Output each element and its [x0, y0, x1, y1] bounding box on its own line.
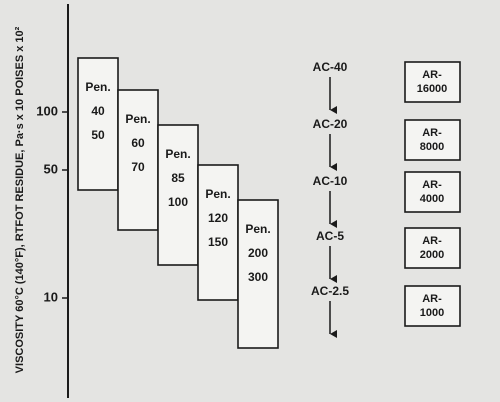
- ar-box: [404, 119, 461, 161]
- ar-box: [404, 171, 461, 213]
- tick-label: 50: [44, 161, 58, 176]
- pen-box: [77, 57, 119, 191]
- pen-high: 300: [248, 270, 268, 284]
- y-axis-label: VISCOSITY 60°C (140°F), RTFOT RESIDUE, P…: [14, 26, 26, 373]
- pen-low: 40: [91, 104, 105, 118]
- pen-low: 60: [131, 136, 145, 150]
- pen-label: Pen.: [85, 80, 110, 94]
- pen-box: [157, 124, 199, 266]
- ar-box: [404, 61, 461, 103]
- ar-label: AR-2000: [420, 235, 444, 261]
- tick-label: 10: [44, 289, 58, 304]
- ar-label: AR-4000: [420, 179, 444, 205]
- ac-label: AC-10: [313, 174, 348, 188]
- pen-low: 200: [248, 246, 268, 260]
- ar-label: AR-16000: [417, 69, 448, 95]
- pen-label: Pen.: [125, 112, 150, 126]
- pen-low: 120: [208, 211, 228, 225]
- ac-label: AC-40: [313, 60, 348, 74]
- ar-label: AR-8000: [420, 127, 444, 153]
- ar-box: [404, 227, 461, 269]
- ar-box: [404, 285, 461, 327]
- ac-label: AC-5: [316, 229, 344, 243]
- ac-label: AC-20: [313, 117, 348, 131]
- pen-label: Pen.: [205, 187, 230, 201]
- ar-label: AR-1000: [420, 293, 444, 319]
- pen-high: 100: [168, 195, 188, 209]
- pen-box: [237, 199, 279, 349]
- pen-label: Pen.: [165, 147, 190, 161]
- pen-high: 50: [91, 128, 105, 142]
- pen-box: [197, 164, 239, 301]
- ac-label: AC-2.5: [311, 284, 349, 298]
- pen-low: 85: [171, 171, 185, 185]
- pen-box: [117, 89, 159, 231]
- pen-label: Pen.: [245, 222, 270, 236]
- tick-label: 100: [36, 103, 58, 118]
- pen-high: 150: [208, 235, 228, 249]
- pen-high: 70: [131, 160, 145, 174]
